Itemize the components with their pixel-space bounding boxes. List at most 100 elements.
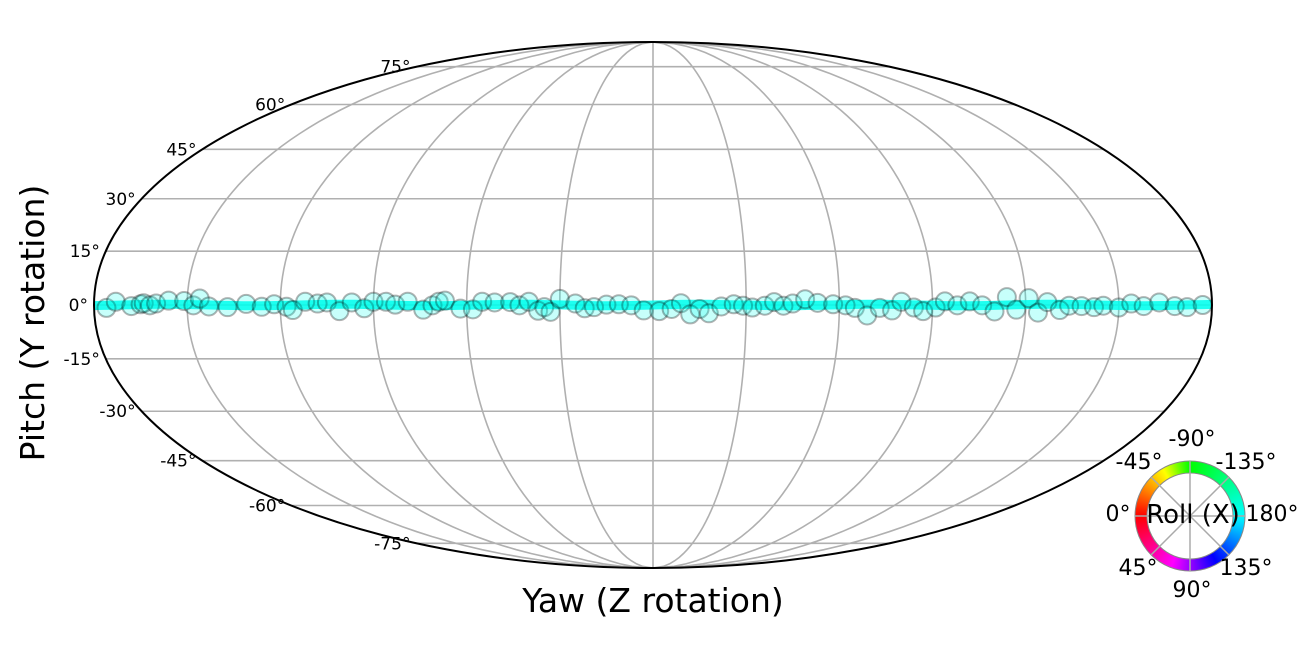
data-point (823, 294, 844, 315)
data-point (1071, 296, 1092, 317)
data-point (1006, 299, 1027, 320)
data-point (236, 293, 257, 314)
colorwheel-spoke (1150, 476, 1191, 517)
data-point (96, 297, 117, 318)
data-point (608, 294, 629, 315)
data-point (183, 295, 204, 316)
data-point (565, 293, 586, 314)
latitude-tick-label: -75° (374, 534, 410, 554)
data-point (428, 291, 449, 312)
latitude-tick-label: 15° (70, 242, 100, 262)
data-point (649, 301, 670, 322)
data-point (689, 298, 710, 319)
data-point (139, 295, 160, 316)
data-point (1018, 288, 1039, 309)
latitude-tick-label: -15° (64, 350, 100, 370)
data-point (174, 291, 195, 312)
data-point (959, 291, 980, 312)
data-point (434, 290, 455, 311)
data-point (773, 295, 794, 316)
data-point (1093, 295, 1114, 316)
colorwheel-title: Roll (X) (1146, 500, 1240, 530)
data-point (869, 297, 890, 318)
data-point (903, 297, 924, 318)
data-point (484, 292, 505, 313)
data-point (133, 293, 154, 314)
data-point (835, 295, 856, 316)
data-point (264, 294, 285, 315)
colorwheel-label-right: 180° (1246, 502, 1299, 527)
roll-colorwheel: Roll (X) -90° -45° -135° 0° 180° 45° 135… (1106, 427, 1299, 603)
colorwheel-label-top: -90° (1169, 427, 1216, 452)
data-point (723, 294, 744, 315)
data-point (1133, 296, 1154, 317)
colorwheel-label-top-left: -45° (1116, 450, 1163, 475)
y-axis-title: Pitch (Y rotation) (13, 185, 52, 462)
data-point (1149, 292, 1170, 313)
data-point (913, 301, 934, 322)
data-point (1049, 300, 1070, 321)
data-point (698, 303, 719, 324)
data-point (509, 295, 530, 316)
data-point (282, 300, 303, 321)
data-point (984, 301, 1005, 322)
data-point (882, 300, 903, 321)
latitude-tick-label: 75° (380, 58, 410, 78)
latitude-tick-label: -30° (99, 402, 135, 422)
data-point (633, 300, 654, 321)
data-point (807, 292, 828, 313)
data-point (1177, 297, 1198, 318)
data-point (363, 291, 384, 312)
colorwheel-label-bottom: 90° (1173, 578, 1212, 603)
data-point (891, 291, 912, 312)
data-point (1192, 295, 1212, 315)
latitude-tick-label: 0° (69, 296, 88, 316)
data-point (972, 295, 993, 316)
data-point (1121, 293, 1142, 314)
data-point (583, 297, 604, 318)
data-point (540, 301, 561, 322)
latitude-tick-label: 60° (255, 95, 285, 115)
data-point (754, 295, 775, 316)
data-point (307, 293, 328, 314)
data-point (782, 293, 803, 314)
latitude-tick-labels: 75° 60° 45° 30° 15° 0° -15° -30° -45° -60° -75° (64, 58, 411, 555)
colorwheel-label-bottom-right: 135° (1220, 556, 1273, 581)
data-point (146, 293, 167, 314)
data-point (130, 294, 151, 315)
data-point (733, 295, 754, 316)
latitude-tick-label: -60° (249, 497, 285, 517)
colorwheel-spoke (1189, 515, 1230, 556)
colorwheel-label-left: 0° (1106, 502, 1131, 527)
latitude-tick-label: -45° (160, 452, 196, 472)
data-point (121, 296, 142, 317)
latitude-tick-label: 45° (166, 140, 196, 160)
data-point (397, 291, 418, 312)
data-point (217, 297, 238, 318)
data-point (472, 291, 493, 312)
data-point (1059, 295, 1080, 316)
data-point (158, 290, 179, 311)
data-point (251, 296, 272, 317)
data-point (596, 294, 617, 315)
data-point (670, 293, 691, 314)
data-point (500, 292, 521, 313)
data-point (316, 292, 337, 313)
data-point (198, 296, 219, 317)
data-point (549, 288, 570, 309)
latitude-tick-label: 30° (106, 190, 136, 210)
data-point (680, 304, 701, 325)
data-point (450, 298, 471, 319)
data-point (764, 292, 785, 313)
colorwheel-spoke (1150, 515, 1191, 556)
data-point (375, 291, 396, 312)
data-point (711, 296, 732, 317)
data-point (329, 301, 350, 322)
data-point (413, 299, 434, 320)
data-point (934, 291, 955, 312)
data-point (844, 297, 865, 318)
data-point (795, 289, 816, 310)
data-point (341, 292, 362, 313)
colorwheel-spoke (1189, 476, 1230, 517)
